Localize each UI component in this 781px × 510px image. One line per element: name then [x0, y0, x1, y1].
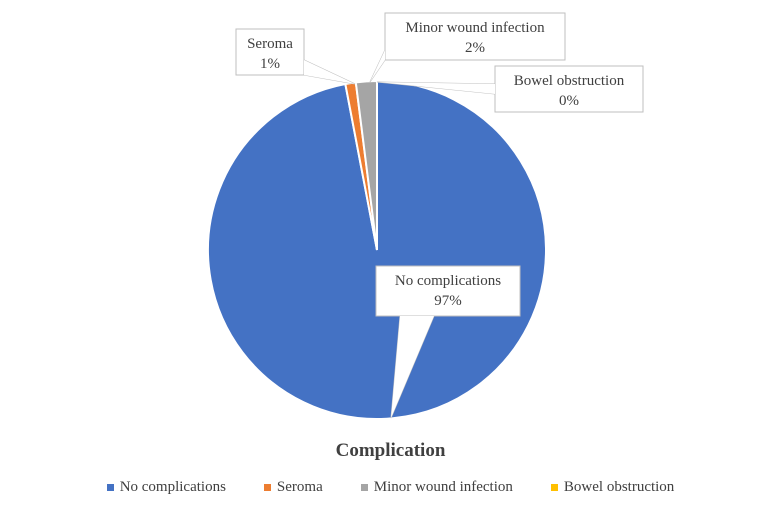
pie-chart-canvas: No complications 97% Seroma 1% Minor wound i… — [207, 12, 644, 420]
legend-swatch-minor-wound-infection — [360, 484, 368, 491]
callout-box-seroma — [235, 28, 305, 76]
legend-label-minor-wound-infection: Minor wound infection — [373, 479, 513, 495]
callout-bowel-obstruction: Bowel obstruction 0% — [376, 65, 644, 113]
callout-name-no-complications: No complications — [395, 273, 501, 289]
legend-item-seroma: Seroma — [263, 479, 323, 496]
callout-value-seroma: 1% — [260, 56, 280, 72]
callout-leader-fill-minor-wound-infection — [370, 50, 385, 82]
legend-label-seroma: Seroma — [276, 479, 323, 495]
callout-value-bowel-obstruction: 0% — [559, 93, 579, 109]
callout-name-seroma: Seroma — [247, 36, 293, 52]
legend-label-no-complications: No complications — [119, 479, 226, 495]
legend-swatch-bowel-obstruction — [550, 484, 558, 491]
legend-swatch-no-complications — [106, 484, 114, 491]
callout-leader-fill-seroma — [304, 60, 355, 84]
callout-name-bowel-obstruction: Bowel obstruction — [514, 73, 625, 89]
callout-value-minor-wound-infection: 2% — [465, 40, 485, 56]
callout-leader-fill-no-complications — [391, 316, 434, 418]
callout-box-minor-wound-infection — [384, 12, 566, 61]
callout-name-minor-wound-infection: Minor wound infection — [405, 20, 545, 36]
chart-title: Complication — [335, 440, 446, 461]
callout-leader-fill-bowel-obstruction — [377, 82, 495, 94]
callout-minor-wound-infection: Minor wound infection 2% — [369, 12, 566, 83]
legend-label-bowel-obstruction: Bowel obstruction — [563, 479, 675, 495]
chart-legend: No complications Seroma Minor wound infe… — [0, 479, 781, 496]
pie-slice-minor-wound-infection — [354, 79, 378, 251]
legend-item-no-complications: No complications — [106, 479, 226, 496]
callout-box-no-complications — [375, 265, 521, 317]
legend-swatch-seroma — [263, 484, 271, 491]
legend-item-minor-wound-infection: Minor wound infection — [360, 479, 513, 496]
legend-item-bowel-obstruction: Bowel obstruction — [550, 479, 675, 496]
callout-seroma: Seroma 1% — [235, 28, 356, 85]
callout-no-complications: No complications 97% — [375, 265, 521, 419]
pie-slice-no-complications — [207, 79, 547, 420]
callout-value-no-complications: 97% — [434, 293, 462, 309]
callout-box-bowel-obstruction — [494, 65, 644, 113]
